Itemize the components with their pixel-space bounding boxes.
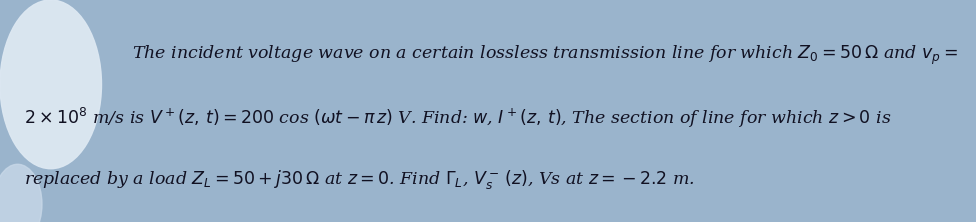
Text: The incident voltage wave on a certain lossless transmission line for which $Z_0: The incident voltage wave on a certain l… <box>132 44 957 67</box>
Ellipse shape <box>0 164 42 222</box>
Text: $2\times10^8$ m/s is $V^+(z,\,t) = 200$ cos $({\omega}t - {\pi}\,z)$ V. Find: $w: $2\times10^8$ m/s is $V^+(z,\,t) = 200$ … <box>24 106 892 130</box>
Ellipse shape <box>0 0 102 169</box>
Text: replaced by a load $Z_L = 50 + j30\,\Omega$ at $z = 0$. Find $\Gamma_L$, $V^-_s\: replaced by a load $Z_L = 50 + j30\,\Ome… <box>24 168 695 191</box>
